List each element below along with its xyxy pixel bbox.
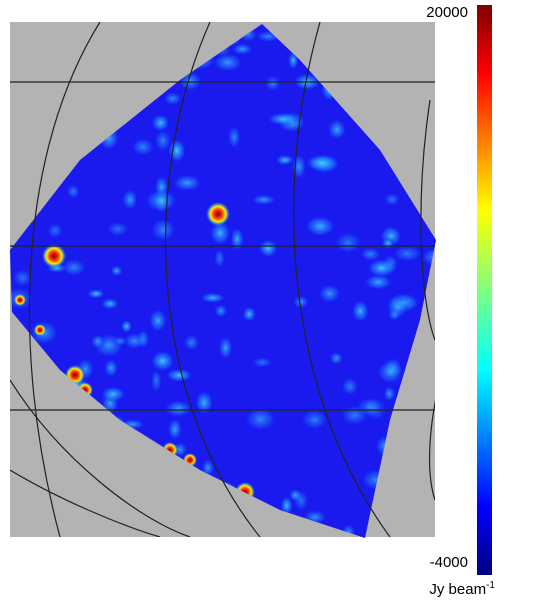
sky-texture [198, 291, 227, 304]
sky-texture [333, 230, 363, 255]
sky-texture [375, 358, 405, 386]
sky-texture [381, 237, 395, 250]
sky-texture [303, 153, 340, 173]
sky-texture [250, 356, 275, 369]
sky-texture [230, 42, 254, 56]
sky-texture [11, 267, 34, 288]
sky-texture [149, 349, 176, 373]
sky-texture [257, 238, 279, 259]
sky-texture [317, 283, 342, 305]
sky-texture [143, 188, 180, 213]
sky-texture [359, 246, 382, 262]
sky-texture [229, 226, 245, 253]
sky-texture [265, 111, 301, 127]
bright-source [206, 202, 230, 226]
sky-texture [90, 333, 106, 350]
sky-texture [385, 295, 410, 320]
sky-texture [217, 334, 234, 361]
sky-texture [162, 399, 194, 419]
sky-texture [328, 351, 344, 366]
colorbar-label: Jy beam-1 [429, 580, 495, 598]
sky-texture [263, 74, 282, 93]
sky-texture [292, 488, 310, 513]
sky-texture [166, 417, 183, 442]
sky-texture [103, 358, 119, 379]
colorbar-tick-label: 20000 [426, 4, 468, 21]
sky-texture [382, 385, 397, 403]
sky-texture [100, 297, 120, 311]
sky-texture [99, 385, 127, 403]
bright-source [34, 324, 46, 336]
sky-texture [46, 222, 64, 240]
sky-texture [339, 403, 371, 427]
sky-texture [121, 188, 139, 212]
sky-texture [162, 91, 183, 106]
sky-texture [279, 494, 294, 517]
colorbar-tick-label: -4000 [430, 554, 468, 571]
sky-texture [274, 154, 296, 166]
sky-texture [350, 298, 370, 324]
sky-texture [86, 288, 106, 299]
sky-texture [150, 367, 163, 394]
sky-texture [250, 193, 278, 206]
sky-texture [213, 303, 229, 319]
sky-texture [147, 307, 169, 334]
sky-texture [112, 335, 129, 347]
sky-texture [365, 257, 398, 279]
sky-map [10, 22, 436, 538]
sky-texture [208, 219, 232, 247]
sky-texture [65, 183, 81, 200]
sky-texture [391, 244, 424, 263]
colorbar-label-text: Jy beam [429, 581, 486, 598]
sky-texture [182, 333, 201, 352]
sky-texture [109, 264, 124, 277]
sky-texture [292, 294, 310, 310]
sky-texture [299, 408, 330, 431]
sky-texture [60, 257, 88, 278]
sky-texture [167, 137, 187, 164]
bright-source [14, 294, 26, 306]
sky-texture [419, 246, 436, 268]
sky-texture [130, 136, 156, 158]
sky-texture [242, 406, 279, 433]
sky-texture [120, 319, 133, 334]
sky-texture [171, 173, 204, 193]
sky-texture [150, 113, 171, 133]
colorbar-label-superscript: -1 [486, 580, 495, 591]
sky-texture [105, 221, 130, 238]
sky-texture [164, 367, 195, 383]
sky-texture [213, 247, 226, 269]
sky-texture [382, 192, 401, 207]
coordinate-grid [10, 22, 435, 537]
bright-source [42, 244, 66, 268]
sky-texture [149, 217, 178, 243]
sky-texture [194, 389, 215, 416]
colorbar [477, 5, 492, 575]
sky-texture [303, 214, 337, 238]
sky-texture [340, 376, 360, 397]
sky-texture [227, 124, 242, 150]
sky-texture [122, 331, 148, 351]
sky-texture [241, 305, 257, 323]
sky-texture [326, 118, 348, 141]
